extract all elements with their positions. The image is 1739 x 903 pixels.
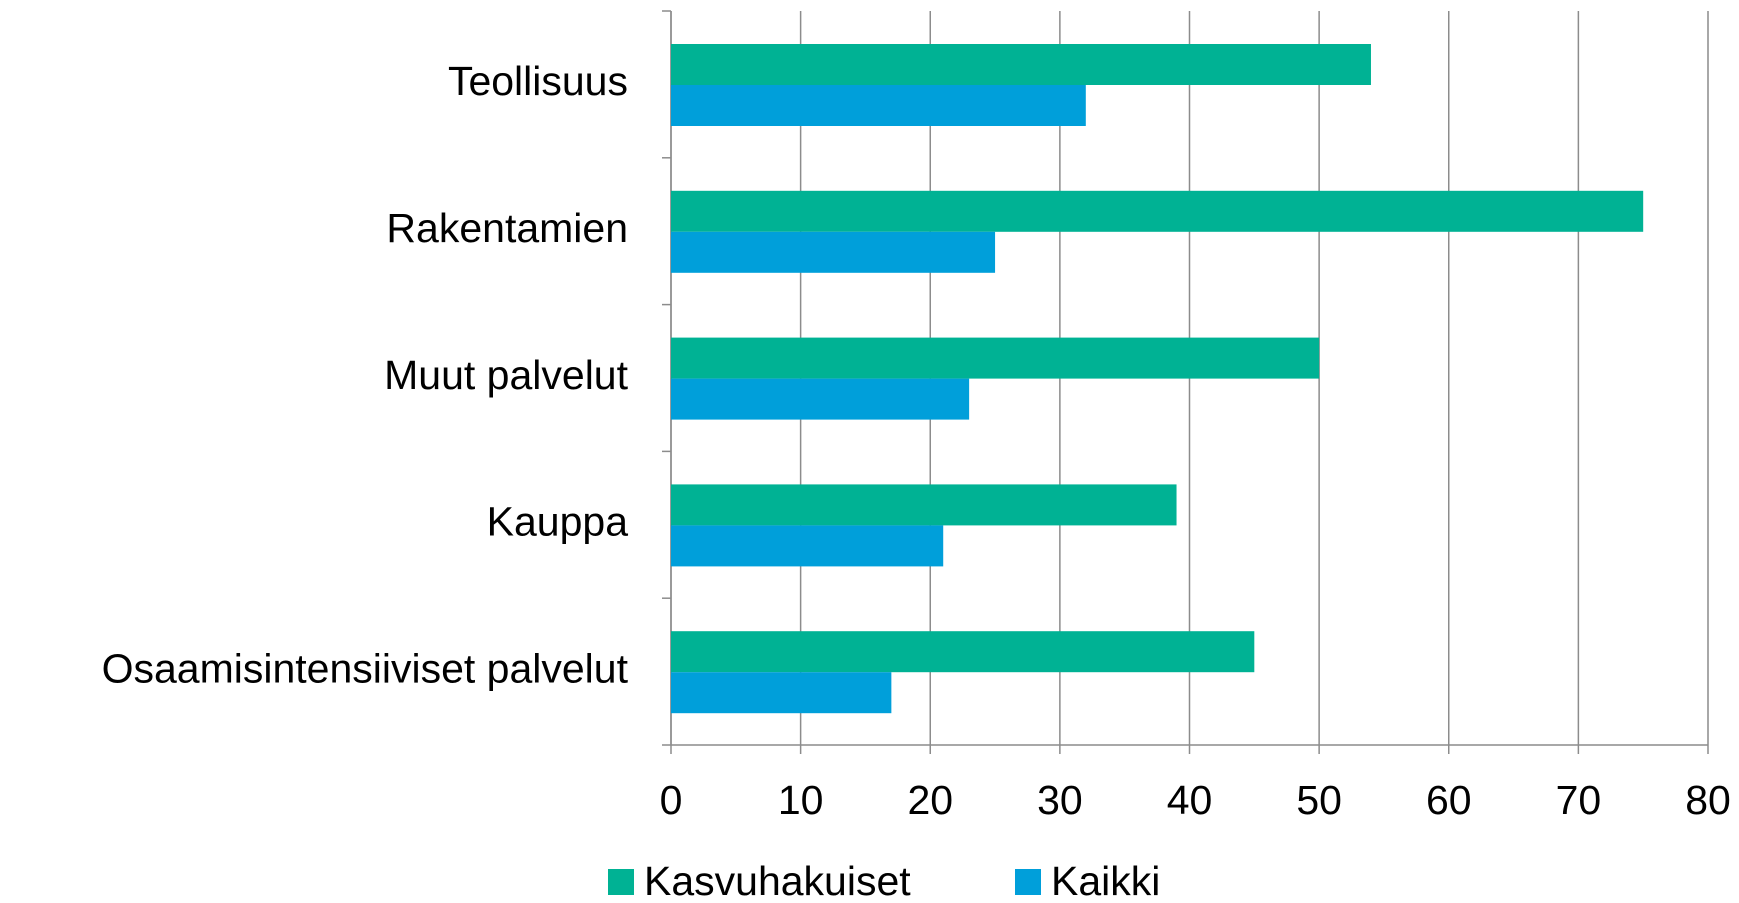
x-tick-label: 20: [907, 777, 953, 823]
y-tick-label: Muut palvelut: [384, 352, 628, 398]
x-tick-label: 40: [1167, 777, 1213, 823]
bar: [671, 525, 944, 567]
y-tick-label: Rakentamien: [386, 205, 628, 251]
bar: [671, 631, 1255, 673]
legend-swatch: [608, 869, 634, 895]
x-tick-label: 30: [1037, 777, 1083, 823]
x-tick-label: 70: [1556, 777, 1602, 823]
legend-label: Kaikki: [1051, 858, 1160, 903]
x-tick-label: 60: [1426, 777, 1472, 823]
bar: [671, 190, 1644, 232]
y-tick-label: Kauppa: [487, 499, 629, 545]
bar: [671, 85, 1086, 126]
bar: [671, 231, 996, 273]
y-tick-label: Osaamisintensiiviset palvelut: [102, 645, 629, 691]
bar: [671, 378, 970, 420]
x-tick-label: 10: [778, 777, 824, 823]
bar: [671, 484, 1177, 526]
bar: [671, 44, 1371, 85]
x-tick-label: 80: [1685, 777, 1731, 823]
legend-label: Kasvuhakuiset: [644, 858, 911, 903]
legend-swatch: [1015, 869, 1041, 895]
bar: [671, 672, 892, 714]
x-tick-label: 50: [1296, 777, 1342, 823]
bar: [671, 337, 1320, 379]
y-tick-label: Teollisuus: [448, 58, 628, 104]
x-tick-label: 0: [660, 777, 683, 823]
